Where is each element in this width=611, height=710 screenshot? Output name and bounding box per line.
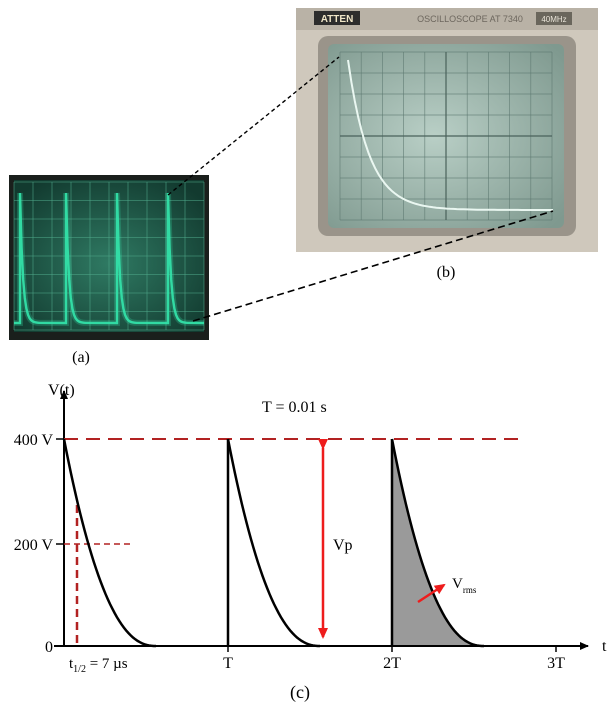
panel-b-model-text: OSCILLOSCOPE AT 7340 — [417, 14, 523, 24]
x-tick-label-2T: 2T — [383, 655, 401, 672]
y-tick-label-200: 200 V — [14, 537, 54, 554]
period-text: T = 0.01 s — [262, 399, 327, 416]
half-life-label-base: t — [69, 656, 74, 672]
vrms-arrow — [417, 583, 446, 604]
half-life-label-subscript: 1/2 — [73, 664, 86, 675]
vp-label: Vp — [333, 537, 353, 554]
pulse-decay-curve — [226, 438, 320, 648]
x-tick-label-T: T — [223, 655, 233, 672]
panel-b-caption: (b) — [437, 264, 456, 281]
zoom-connector-upper — [167, 56, 340, 196]
panel-b-waveform — [347, 59, 553, 211]
y-tick-label-0: 0 — [45, 639, 53, 656]
panel-b-bandwidth-badge: 40MHz — [541, 15, 566, 24]
panel-a-waveform — [14, 192, 205, 325]
x-tick-label-3T: 3T — [547, 655, 565, 672]
panel-b-trace — [347, 59, 553, 211]
vrms-label: Vrms — [452, 576, 477, 595]
panel-b-grid — [339, 51, 553, 221]
panel-c-caption: (c) — [290, 682, 310, 703]
y-axis-label: V(t) — [48, 382, 75, 399]
panel-a-waveform-glow — [14, 192, 205, 327]
x-axis-label: t — [602, 638, 607, 655]
panel-b-photo: ATTEN OSCILLOSCOPE AT 7340 40MHz — [296, 8, 598, 252]
vrms-shaded-area — [392, 439, 484, 646]
panel-c-diagram: Vp Vrms V(t) t T = 0.01 s 400 V 200 V 0 … — [14, 382, 607, 675]
panel-b-bandwidth-plate — [536, 12, 572, 25]
vrms-label-base: V — [452, 576, 463, 592]
panel-a-trace — [14, 192, 205, 327]
half-life-label: t1/2 = 7 µs — [69, 656, 128, 675]
panel-b-top-strip — [296, 8, 598, 30]
y-tick-label-400: 400 V — [14, 432, 54, 449]
vrms-label-subscript: rms — [463, 585, 477, 595]
half-life-label-suffix: = 7 µs — [86, 656, 128, 672]
zoom-connector-lower — [192, 210, 554, 322]
panel-a-caption: (a) — [72, 349, 90, 366]
pulse-decay-curve — [390, 438, 484, 648]
pulse-train — [62, 438, 484, 648]
pulse-decay-curve — [62, 438, 156, 648]
panel-b-brand-plate — [314, 11, 360, 25]
panel-a-grid — [13, 181, 205, 331]
panel-a-photo — [9, 175, 209, 340]
panel-b-brand-text: ATTEN — [321, 14, 354, 25]
